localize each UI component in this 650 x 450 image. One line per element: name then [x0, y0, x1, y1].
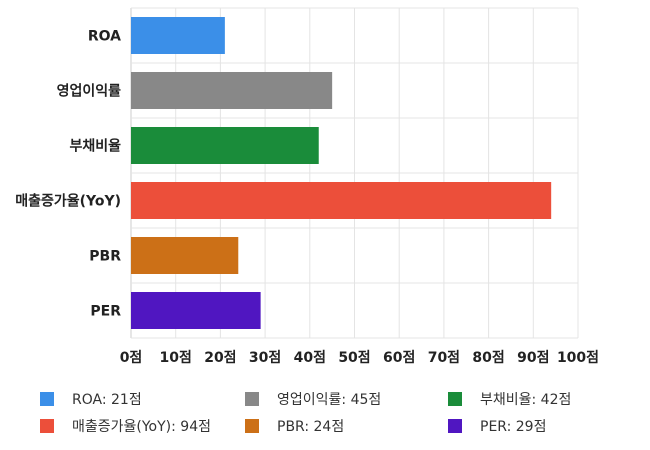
x-tick-label: 100점 [557, 349, 599, 366]
bar [131, 127, 319, 164]
x-tick-label: 40점 [294, 349, 326, 366]
legend-swatch [245, 392, 259, 406]
bar [131, 237, 239, 274]
legend-label: 부채비율: 42점 [480, 392, 572, 408]
legend-swatch [40, 392, 54, 406]
x-tick-label: 30점 [249, 349, 281, 366]
x-tick-label: 60점 [383, 349, 415, 366]
category-label: PBR [89, 249, 121, 265]
legend-item: 부채비율: 42점 [448, 388, 571, 410]
legend-label: 매출증가율(YoY): 94점 [72, 419, 211, 435]
legend-item: PBR: 24점 [245, 415, 344, 437]
legend-swatch [448, 419, 462, 433]
bars [131, 17, 552, 329]
bar [131, 72, 333, 109]
x-tick-label: 0점 [120, 349, 143, 366]
bar [131, 292, 261, 329]
legend-item: PER: 29점 [448, 415, 546, 437]
bar [131, 17, 225, 54]
category-label: 매출증가율(YoY) [15, 193, 121, 210]
legend-label: ROA: 21점 [72, 392, 142, 408]
legend-item: ROA: 21점 [40, 388, 142, 410]
category-label: 영업이익률 [57, 83, 122, 100]
legend-swatch [245, 419, 259, 433]
x-tick-labels: 0점 10점 20점 30점 40점 50점 60점 70점 80점 90점 100점 [120, 349, 599, 366]
x-tick-label: 90점 [517, 349, 549, 366]
category-label: 부채비율 [69, 138, 121, 155]
legend-swatch [40, 419, 54, 433]
category-label: ROA [88, 29, 121, 45]
legend-swatch [448, 392, 462, 406]
legend-label: 영업이익률: 45점 [277, 392, 382, 408]
x-tick-label: 70점 [428, 349, 460, 366]
x-tick-label: 20점 [204, 349, 236, 366]
category-label: PER [90, 304, 121, 320]
x-tick-label: 50점 [338, 349, 370, 366]
x-tick-label: 10점 [160, 349, 192, 366]
legend-item: 매출증가율(YoY): 94점 [40, 415, 211, 437]
legend-item: 영업이익률: 45점 [245, 388, 381, 410]
legend-label: PBR: 24점 [277, 419, 345, 435]
legend-label: PER: 29점 [480, 419, 547, 435]
x-tick-label: 80점 [472, 349, 504, 366]
grid-lines [130, 7, 579, 339]
bar [131, 182, 552, 219]
